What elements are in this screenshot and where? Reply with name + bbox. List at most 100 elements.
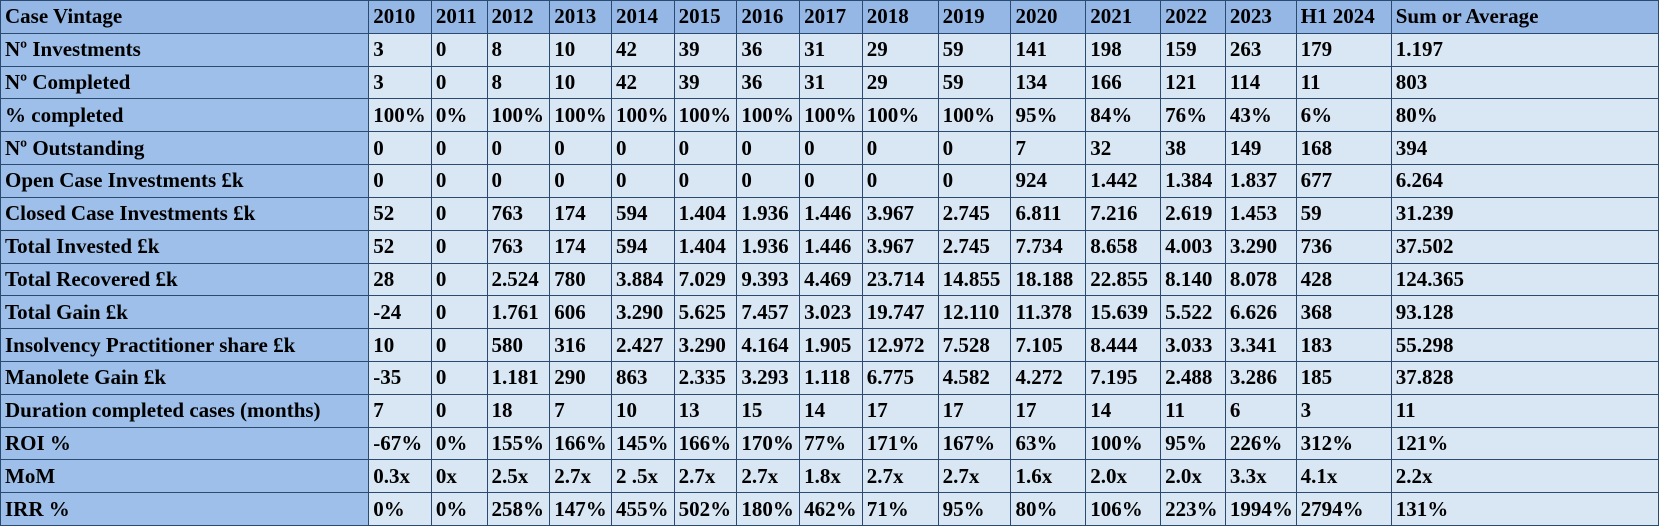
- table-cell[interactable]: 3.290: [1224, 229, 1297, 264]
- table-cell[interactable]: 11: [1295, 65, 1392, 100]
- table-cell[interactable]: 39: [673, 65, 738, 100]
- table-cell[interactable]: 42: [610, 32, 675, 67]
- table-cell[interactable]: 17: [861, 393, 939, 428]
- header-label-cell[interactable]: Case Vintage: [0, 0, 370, 34]
- column-header-cell[interactable]: 2011: [430, 0, 488, 34]
- table-cell[interactable]: 134: [1010, 65, 1087, 100]
- table-cell[interactable]: 312%: [1295, 426, 1392, 461]
- table-cell[interactable]: 1.442: [1085, 164, 1162, 198]
- table-cell[interactable]: 2.7x: [673, 459, 738, 494]
- column-header-cell[interactable]: 2015: [673, 0, 738, 34]
- table-cell[interactable]: 7.457: [736, 295, 801, 330]
- row-label-cell[interactable]: % completed: [0, 98, 370, 133]
- column-header-cell[interactable]: 2019: [937, 0, 1012, 34]
- table-cell[interactable]: 0: [430, 164, 488, 198]
- table-cell[interactable]: 18: [486, 393, 551, 428]
- table-cell[interactable]: 10: [549, 32, 612, 67]
- table-cell[interactable]: 3.286: [1224, 360, 1297, 395]
- table-cell[interactable]: 39: [673, 32, 738, 67]
- table-cell[interactable]: 1.181: [486, 360, 551, 395]
- table-cell[interactable]: -67%: [368, 426, 432, 461]
- table-cell[interactable]: 2.0x: [1160, 459, 1226, 494]
- table-cell[interactable]: 803: [1390, 65, 1659, 100]
- table-cell[interactable]: 166%: [673, 426, 738, 461]
- row-label-cell[interactable]: Closed Case Investments £k: [0, 196, 370, 231]
- table-cell[interactable]: 7.029: [673, 262, 738, 297]
- table-cell[interactable]: 2.427: [610, 328, 675, 362]
- table-cell[interactable]: 100%: [861, 98, 939, 133]
- table-cell[interactable]: 77%: [799, 426, 863, 461]
- table-cell[interactable]: 52: [368, 229, 432, 264]
- table-cell[interactable]: 80%: [1010, 492, 1087, 526]
- table-cell[interactable]: 8.140: [1160, 262, 1226, 297]
- table-cell[interactable]: 1.837: [1224, 164, 1297, 198]
- table-cell[interactable]: 100%: [610, 98, 675, 133]
- table-cell[interactable]: 7: [368, 393, 432, 428]
- table-cell[interactable]: 12.972: [861, 328, 939, 362]
- table-cell[interactable]: 3.884: [610, 262, 675, 297]
- table-cell[interactable]: 502%: [673, 492, 738, 526]
- table-cell[interactable]: 1.446: [799, 229, 863, 264]
- table-cell[interactable]: 0: [736, 164, 801, 198]
- table-cell[interactable]: 131%: [1390, 492, 1659, 526]
- column-header-cell[interactable]: 2017: [799, 0, 863, 34]
- table-cell[interactable]: 736: [1295, 229, 1392, 264]
- column-header-cell[interactable]: 2013: [549, 0, 612, 34]
- table-cell[interactable]: 100%: [1085, 426, 1162, 461]
- table-cell[interactable]: 3: [368, 32, 432, 67]
- table-cell[interactable]: 0: [430, 131, 488, 166]
- table-cell[interactable]: 0%: [430, 426, 488, 461]
- table-cell[interactable]: 43%: [1224, 98, 1297, 133]
- table-cell[interactable]: 4.1x: [1295, 459, 1392, 494]
- column-header-cell[interactable]: 2023: [1224, 0, 1297, 34]
- table-cell[interactable]: 763: [486, 229, 551, 264]
- table-cell[interactable]: 174: [549, 229, 612, 264]
- table-cell[interactable]: 1.936: [736, 196, 801, 231]
- table-cell[interactable]: 36: [736, 65, 801, 100]
- table-cell[interactable]: 462%: [799, 492, 863, 526]
- table-cell[interactable]: 226%: [1224, 426, 1297, 461]
- table-cell[interactable]: 6: [1224, 393, 1297, 428]
- table-cell[interactable]: 258%: [486, 492, 551, 526]
- table-cell[interactable]: 4.469: [799, 262, 863, 297]
- row-label-cell[interactable]: Manolete Gain £k: [0, 360, 370, 395]
- table-cell[interactable]: 3.967: [861, 229, 939, 264]
- table-cell[interactable]: 14: [1085, 393, 1162, 428]
- table-cell[interactable]: 780: [549, 262, 612, 297]
- table-cell[interactable]: 7: [549, 393, 612, 428]
- row-label-cell[interactable]: Total Invested £k: [0, 229, 370, 264]
- table-cell[interactable]: -24: [368, 295, 432, 330]
- table-cell[interactable]: 0: [430, 196, 488, 231]
- table-cell[interactable]: 4.164: [736, 328, 801, 362]
- table-cell[interactable]: 124.365: [1390, 262, 1659, 297]
- table-cell[interactable]: 0: [610, 131, 675, 166]
- table-cell[interactable]: 11: [1160, 393, 1226, 428]
- table-cell[interactable]: 167%: [937, 426, 1012, 461]
- table-cell[interactable]: 0: [368, 131, 432, 166]
- table-cell[interactable]: 3.967: [861, 196, 939, 231]
- table-cell[interactable]: 0: [430, 65, 488, 100]
- table-cell[interactable]: 22.855: [1085, 262, 1162, 297]
- table-cell[interactable]: 1.8x: [799, 459, 863, 494]
- table-cell[interactable]: 17: [937, 393, 1012, 428]
- column-header-cell[interactable]: 2018: [861, 0, 939, 34]
- table-cell[interactable]: 95%: [1160, 426, 1226, 461]
- table-cell[interactable]: 76%: [1160, 98, 1226, 133]
- row-label-cell[interactable]: Insolvency Practitioner share £k: [0, 328, 370, 362]
- table-cell[interactable]: 183: [1295, 328, 1392, 362]
- table-cell[interactable]: 52: [368, 196, 432, 231]
- table-cell[interactable]: 6.264: [1390, 164, 1659, 198]
- table-cell[interactable]: 2.488: [1160, 360, 1226, 395]
- table-cell[interactable]: 0: [549, 164, 612, 198]
- table-cell[interactable]: 59: [937, 65, 1012, 100]
- column-header-cell[interactable]: 2016: [736, 0, 801, 34]
- row-label-cell[interactable]: MoM: [0, 459, 370, 494]
- table-cell[interactable]: 3: [368, 65, 432, 100]
- table-cell[interactable]: 0: [430, 32, 488, 67]
- table-cell[interactable]: 55.298: [1390, 328, 1659, 362]
- table-cell[interactable]: 174: [549, 196, 612, 231]
- table-cell[interactable]: 6.811: [1010, 196, 1087, 231]
- table-cell[interactable]: 2.619: [1160, 196, 1226, 231]
- table-cell[interactable]: 1.936: [736, 229, 801, 264]
- table-cell[interactable]: 2.745: [937, 229, 1012, 264]
